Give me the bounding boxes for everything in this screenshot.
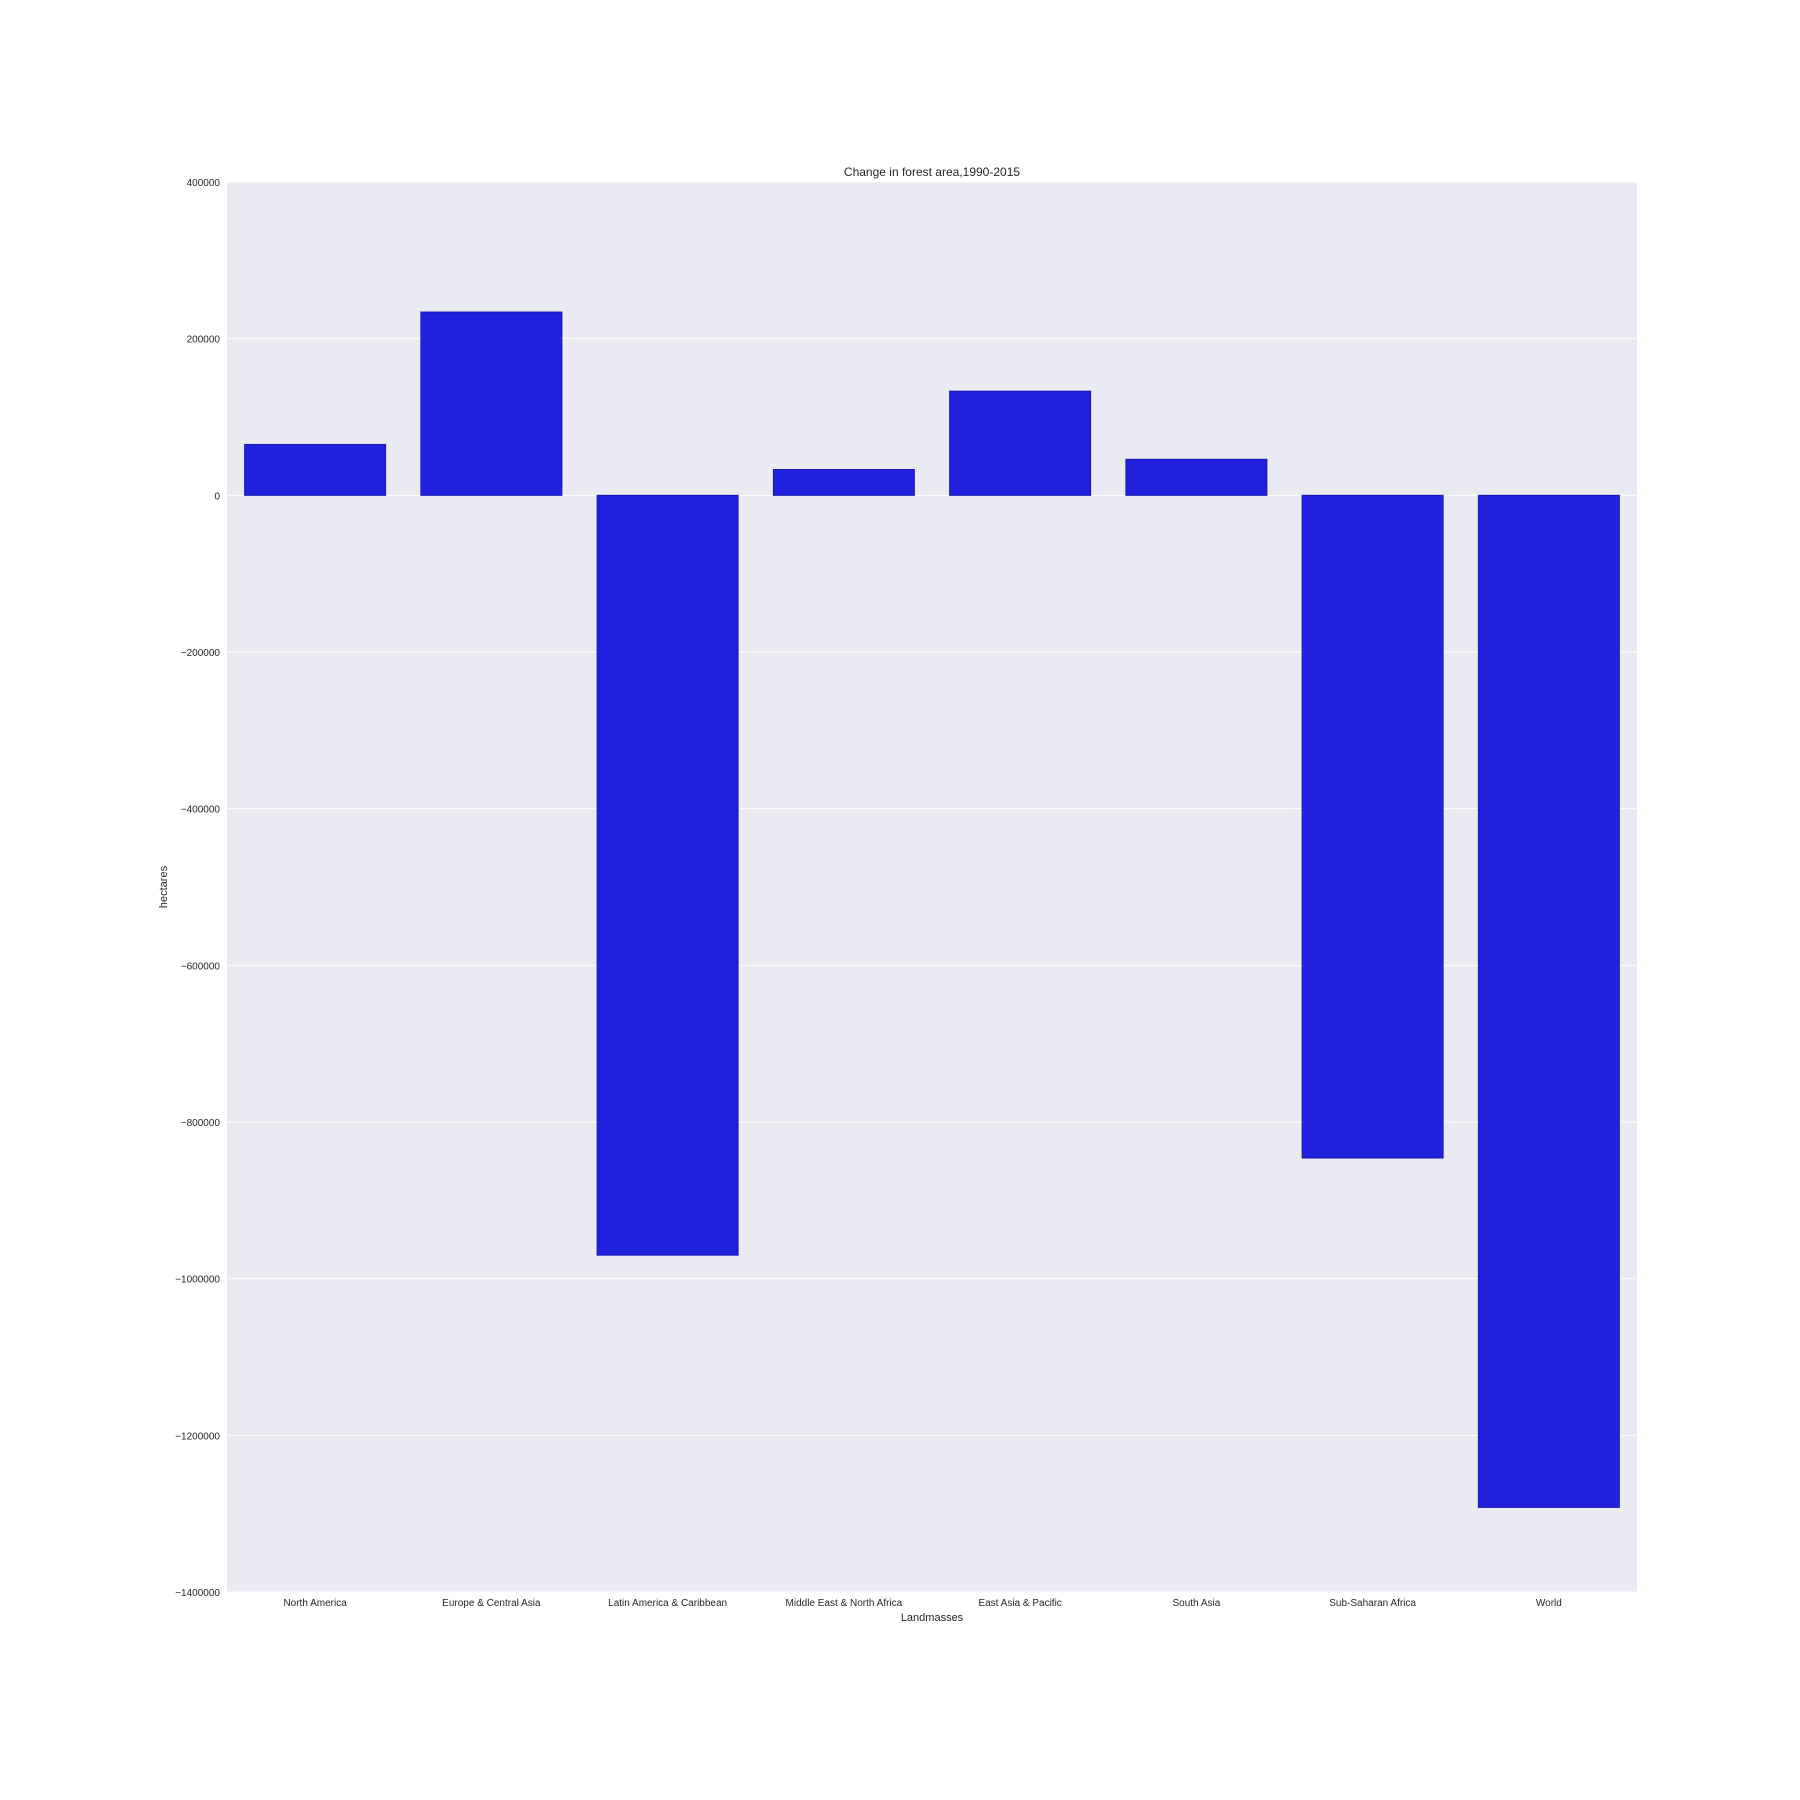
bar [949, 390, 1092, 496]
y-tick-label: −600000 [181, 961, 221, 972]
y-tick-label: −200000 [181, 648, 221, 659]
bar [244, 443, 387, 496]
x-tick-label: Sub-Saharan Africa [1329, 1598, 1416, 1609]
x-tick-label: Europe & Central Asia [442, 1598, 541, 1609]
y-tick-label: 400000 [187, 178, 221, 189]
y-tick-label: −400000 [181, 805, 221, 816]
x-tick-label: East Asia & Pacific [978, 1598, 1061, 1609]
y-axis-ticks: 400000 200000 0 −200000 −400000 −600000 −80000… [175, 178, 220, 1599]
bar [420, 311, 563, 496]
y-tick-label: −1000000 [175, 1275, 220, 1286]
x-tick-label: Middle East & North Africa [786, 1598, 903, 1609]
x-axis-ticks: North America Europe & Central Asia Latin … [283, 1598, 1561, 1609]
y-tick-label: 200000 [187, 335, 221, 346]
x-tick-label: South Asia [1172, 1598, 1220, 1609]
y-tick-label: −800000 [181, 1118, 221, 1129]
chart-title: Change in forest area,1990-2015 [844, 165, 1020, 179]
y-tick-label: 0 [214, 491, 220, 502]
y-tick-label: −1200000 [175, 1431, 220, 1442]
y-axis-label: hectares [158, 865, 170, 908]
x-tick-label: World [1536, 1598, 1562, 1609]
bar [1125, 458, 1268, 496]
bar [596, 494, 739, 1256]
bar [772, 468, 915, 496]
bar [1301, 494, 1444, 1159]
x-axis-label: Landmasses [901, 1612, 964, 1624]
x-tick-label: Latin America & Caribbean [608, 1598, 727, 1609]
y-tick-label: −1400000 [175, 1588, 220, 1599]
x-tick-label: North America [283, 1598, 347, 1609]
bars [244, 311, 1620, 1508]
bar [1477, 494, 1620, 1508]
